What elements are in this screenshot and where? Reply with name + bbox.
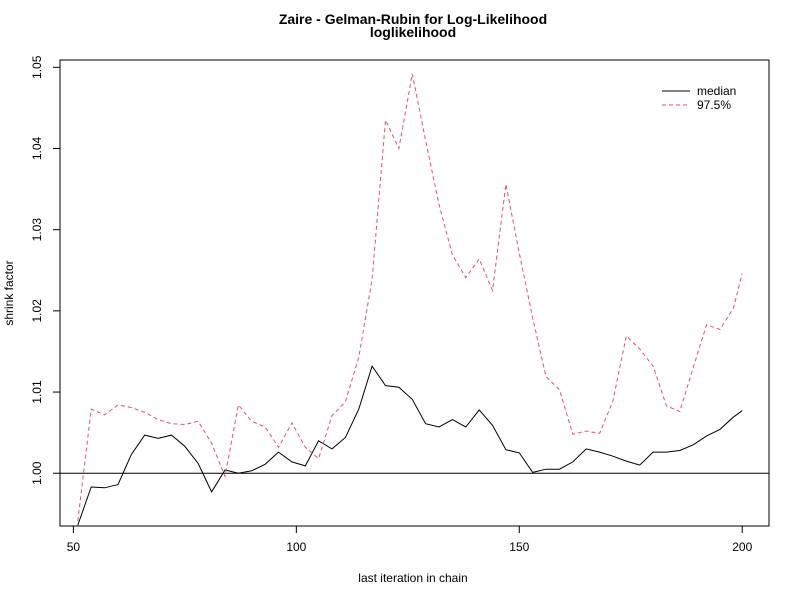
y-tick-label: 1.05 <box>30 55 44 79</box>
y-axis-label: shrink factor <box>2 260 16 325</box>
x-axis-label: last iteration in chain <box>358 571 467 585</box>
y-tick-label: 1.04 <box>30 136 44 160</box>
y-axis: 1.00 1.01 1.02 1.03 1.04 1.05 <box>30 55 60 485</box>
y-tick-label: 1.00 <box>30 461 44 485</box>
y-tick-label: 1.01 <box>30 380 44 404</box>
x-tick-label: 50 <box>67 540 81 554</box>
series-group <box>77 73 743 526</box>
x-tick-label: 100 <box>286 540 306 554</box>
legend-median-label: median <box>697 84 736 98</box>
legend-97-5-label: 97.5% <box>697 98 731 112</box>
x-axis: 50 100 150 200 <box>67 526 753 554</box>
series-line-97-5 <box>77 73 743 522</box>
x-tick-label: 200 <box>732 540 752 554</box>
chart-subtitle: loglikelihood <box>370 24 456 40</box>
chart-title: Zaire - Gelman-Rubin for Log-Likelihood <box>279 11 547 27</box>
series-line-median <box>77 364 743 526</box>
x-tick-label: 150 <box>509 540 529 554</box>
legend: median 97.5% <box>662 84 736 112</box>
plot-frame <box>59 59 770 527</box>
y-tick-label: 1.02 <box>30 299 44 323</box>
y-tick-label: 1.03 <box>30 218 44 242</box>
